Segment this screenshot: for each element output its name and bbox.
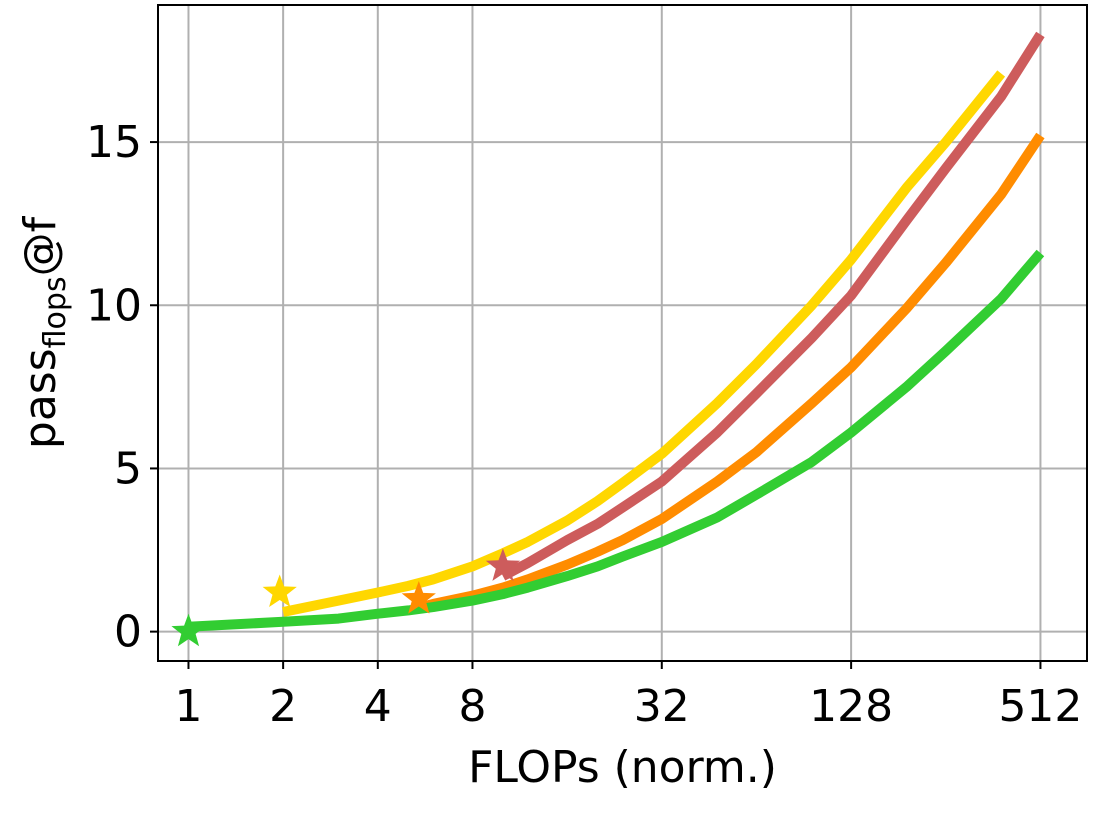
y-tick-label: 0 bbox=[114, 607, 142, 658]
x-tick-label: 128 bbox=[809, 681, 893, 732]
y-axis-label: passflops@f bbox=[15, 215, 73, 449]
series-line-1 bbox=[282, 70, 1006, 617]
x-tick-label: 512 bbox=[998, 681, 1082, 732]
x-tick-label: 4 bbox=[364, 681, 392, 732]
star-markers bbox=[171, 548, 521, 647]
y-tick-label: 5 bbox=[114, 443, 142, 494]
star-marker-3 bbox=[401, 581, 436, 614]
grid bbox=[158, 5, 1087, 661]
series-line-3 bbox=[420, 132, 1045, 612]
series-line-2 bbox=[500, 31, 1045, 581]
series-lines bbox=[188, 31, 1045, 632]
x-axis-label: FLOPs (norm.) bbox=[468, 742, 777, 793]
y-axis-label-suffix: @f bbox=[15, 215, 66, 276]
star-marker-4 bbox=[171, 613, 206, 647]
plot-frame bbox=[157, 4, 1088, 662]
x-tick-label: 32 bbox=[634, 681, 690, 732]
series-line-4 bbox=[188, 249, 1045, 632]
x-tick-label: 2 bbox=[269, 681, 297, 732]
y-axis-label-base: pass bbox=[15, 348, 66, 449]
y-tick-label: 15 bbox=[86, 117, 142, 168]
star-marker-2 bbox=[485, 548, 521, 581]
tick-labels: 1 2 4 8 32 128 512 0 5 10 15 bbox=[86, 117, 1082, 732]
star-marker-1 bbox=[262, 574, 297, 607]
x-tick-label: 1 bbox=[174, 681, 202, 732]
y-tick-label: 10 bbox=[86, 280, 142, 331]
y-axis-label-subscript: flops bbox=[38, 276, 73, 348]
x-tick-label: 8 bbox=[458, 681, 486, 732]
